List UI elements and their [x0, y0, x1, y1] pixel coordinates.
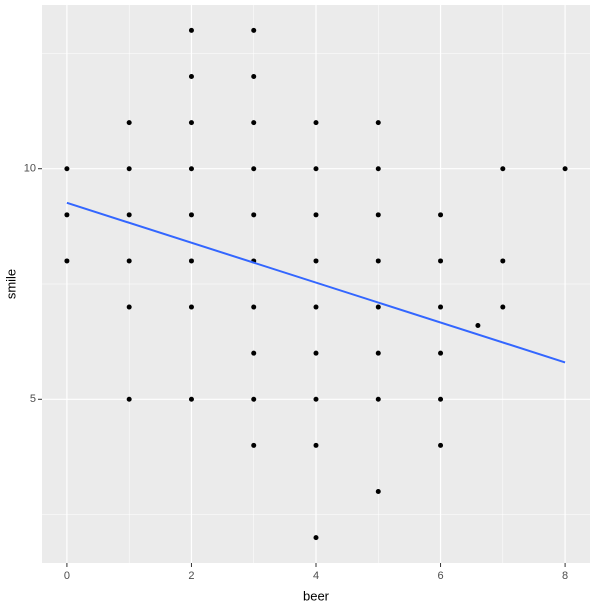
point	[251, 73, 257, 79]
point	[313, 120, 319, 126]
point	[126, 396, 132, 402]
point	[313, 535, 319, 541]
point	[500, 166, 506, 172]
point	[375, 258, 381, 264]
point	[500, 258, 506, 264]
point	[375, 304, 381, 310]
point	[375, 166, 381, 172]
point	[251, 396, 257, 402]
point	[375, 396, 381, 402]
point	[251, 212, 257, 218]
point	[313, 350, 319, 356]
point	[438, 396, 444, 402]
point	[188, 258, 194, 264]
point	[64, 258, 70, 264]
x-tick-label: 2	[188, 570, 194, 582]
point	[64, 212, 70, 218]
x-tick-label: 6	[437, 570, 443, 582]
point	[375, 350, 381, 356]
point	[438, 350, 444, 356]
point	[188, 166, 194, 172]
point	[251, 304, 257, 310]
x-tick-label: 0	[64, 570, 70, 582]
point	[126, 212, 132, 218]
point	[313, 442, 319, 448]
point	[188, 120, 194, 126]
point	[500, 304, 506, 310]
point	[64, 166, 70, 172]
trend-line	[66, 201, 566, 364]
point	[313, 396, 319, 402]
point	[375, 120, 381, 126]
x-axis-label: beer	[303, 588, 330, 603]
point	[251, 442, 257, 448]
point	[251, 120, 257, 126]
y-tick-label: 5	[30, 393, 36, 405]
point	[313, 258, 319, 264]
point	[251, 350, 257, 356]
point	[313, 304, 319, 310]
point	[438, 212, 444, 218]
point	[188, 27, 194, 33]
point	[188, 396, 194, 402]
x-tick-label: 4	[313, 570, 319, 582]
point	[438, 304, 444, 310]
y-axis-label: smile	[3, 269, 18, 299]
x-tick-label: 8	[562, 570, 568, 582]
point	[313, 212, 319, 218]
point	[438, 258, 444, 264]
point	[251, 166, 257, 172]
point	[188, 73, 194, 79]
point	[562, 166, 568, 172]
point	[375, 489, 381, 495]
point	[126, 120, 132, 126]
point	[375, 212, 381, 218]
point	[188, 212, 194, 218]
point	[251, 27, 257, 33]
point	[126, 166, 132, 172]
point	[475, 323, 481, 329]
point	[126, 304, 132, 310]
point	[126, 258, 132, 264]
y-tick-label: 10	[24, 163, 36, 175]
point	[188, 304, 194, 310]
point	[313, 166, 319, 172]
point	[438, 442, 444, 448]
